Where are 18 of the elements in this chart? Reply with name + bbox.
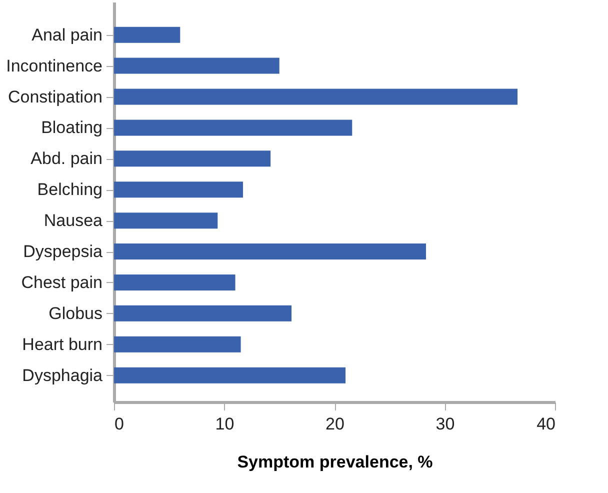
x-tick-label: 20: [326, 414, 344, 434]
y-tick-label: Incontinence: [6, 56, 102, 76]
y-tick-label: Dysphagia: [22, 366, 104, 385]
y-tick-label: Anal pain: [32, 25, 102, 44]
y-tick-label: Chest pain: [21, 272, 102, 292]
x-axis-title: Symptom prevalence, %: [237, 452, 433, 472]
y-tick-label: Abd. pain: [30, 149, 102, 168]
x-tick-label: 40: [536, 414, 556, 434]
y-tick-label: Bloating: [41, 118, 102, 138]
x-tick-label: 10: [215, 414, 234, 434]
y-tick-label: Heart burn: [22, 334, 102, 354]
x-tick-label: 30: [436, 414, 455, 434]
y-tick-label: Globus: [48, 304, 102, 323]
y-tick-label: Nausea: [44, 211, 104, 230]
y-tick-label: Constipation: [8, 87, 102, 106]
y-tick-label: Belching: [37, 180, 102, 200]
y-tick-label: Dyspepsia: [23, 242, 104, 262]
x-tick-label: 0: [114, 414, 124, 434]
